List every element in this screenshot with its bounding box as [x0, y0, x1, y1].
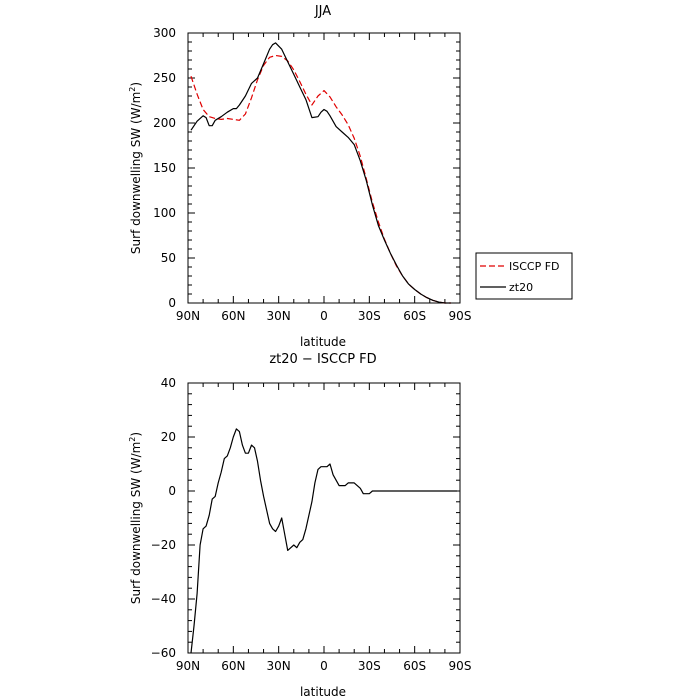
bottom-y-tick-label: 40: [161, 376, 176, 390]
bottom-x-tick-label: 60N: [221, 659, 245, 673]
top-x-tick-label: 90N: [176, 309, 200, 323]
bottom-x-tick-label: 90S: [449, 659, 472, 673]
top-x-tick-label: 60S: [403, 309, 426, 323]
bottom-panel: zt20 − ISCCP FD 90N 60N 30N 0 30S 60S 90S −60 −4…: [128, 352, 471, 699]
top-series-line-zt20: [190, 42, 451, 304]
top-y-tick-label: 250: [153, 71, 176, 85]
top-x-tick-label: 60N: [221, 309, 245, 323]
bottom-series-lines: [190, 428, 457, 654]
top-series-lines: [190, 42, 451, 304]
top-y-tick-label: 300: [153, 26, 176, 40]
top-y-tick-label: 50: [161, 251, 176, 265]
bottom-x-tick-label: 30S: [358, 659, 381, 673]
top-x-axis-label: latitude: [300, 335, 346, 349]
bottom-x-tick-label: 90N: [176, 659, 200, 673]
legend-label-zt20: zt20: [509, 281, 533, 294]
bottom-series-line-difference: [190, 428, 457, 654]
bottom-x-tick-label: 60S: [403, 659, 426, 673]
legend-box: [475, 252, 573, 300]
legend: ISCCP FD zt20: [475, 252, 573, 300]
top-panel: JJA 90N 60N 30N 0 30S 60S 90S 0 50 100 150 200 250 30…: [128, 4, 573, 349]
top-x-tick-label: 0: [320, 309, 328, 323]
bottom-y-tick-label: 0: [168, 484, 176, 498]
top-plot-frame: [187, 32, 461, 304]
bottom-y-tick-label: −60: [151, 646, 176, 660]
legend-label-isccp: ISCCP FD: [509, 260, 560, 273]
top-y-axis-label: Surf downwelling SW (W/m2): [128, 82, 143, 254]
top-y-tick-label: 150: [153, 161, 176, 175]
top-y-tick-label: 100: [153, 206, 176, 220]
top-series-line-isccp-fd: [190, 54, 451, 304]
top-axis-ticks: 90N 60N 30N 0 30S 60S 90S 0 50 100 150 200 250 300: [153, 26, 471, 323]
bottom-y-axis-label: Surf downwelling SW (W/m2): [128, 432, 143, 604]
bottom-axis-ticks: 90N 60N 30N 0 30S 60S 90S −60 −40 −20 0 20 40: [151, 376, 472, 673]
top-y-tick-label: 0: [168, 296, 176, 310]
top-x-tick-label: 30S: [358, 309, 381, 323]
top-chart-title: JJA: [314, 4, 331, 19]
bottom-y-tick-label: 20: [161, 430, 176, 444]
top-x-tick-label: 90S: [449, 309, 472, 323]
bottom-chart-title: zt20 − ISCCP FD: [269, 352, 376, 367]
bottom-y-tick-label: −20: [151, 538, 176, 552]
top-y-tick-label: 200: [153, 116, 176, 130]
bottom-x-tick-label: 0: [320, 659, 328, 673]
bottom-x-axis-label: latitude: [300, 685, 346, 699]
bottom-plot-frame: [187, 382, 461, 654]
bottom-x-tick-label: 30N: [267, 659, 291, 673]
top-x-tick-label: 30N: [267, 309, 291, 323]
bottom-y-tick-label: −40: [151, 592, 176, 606]
